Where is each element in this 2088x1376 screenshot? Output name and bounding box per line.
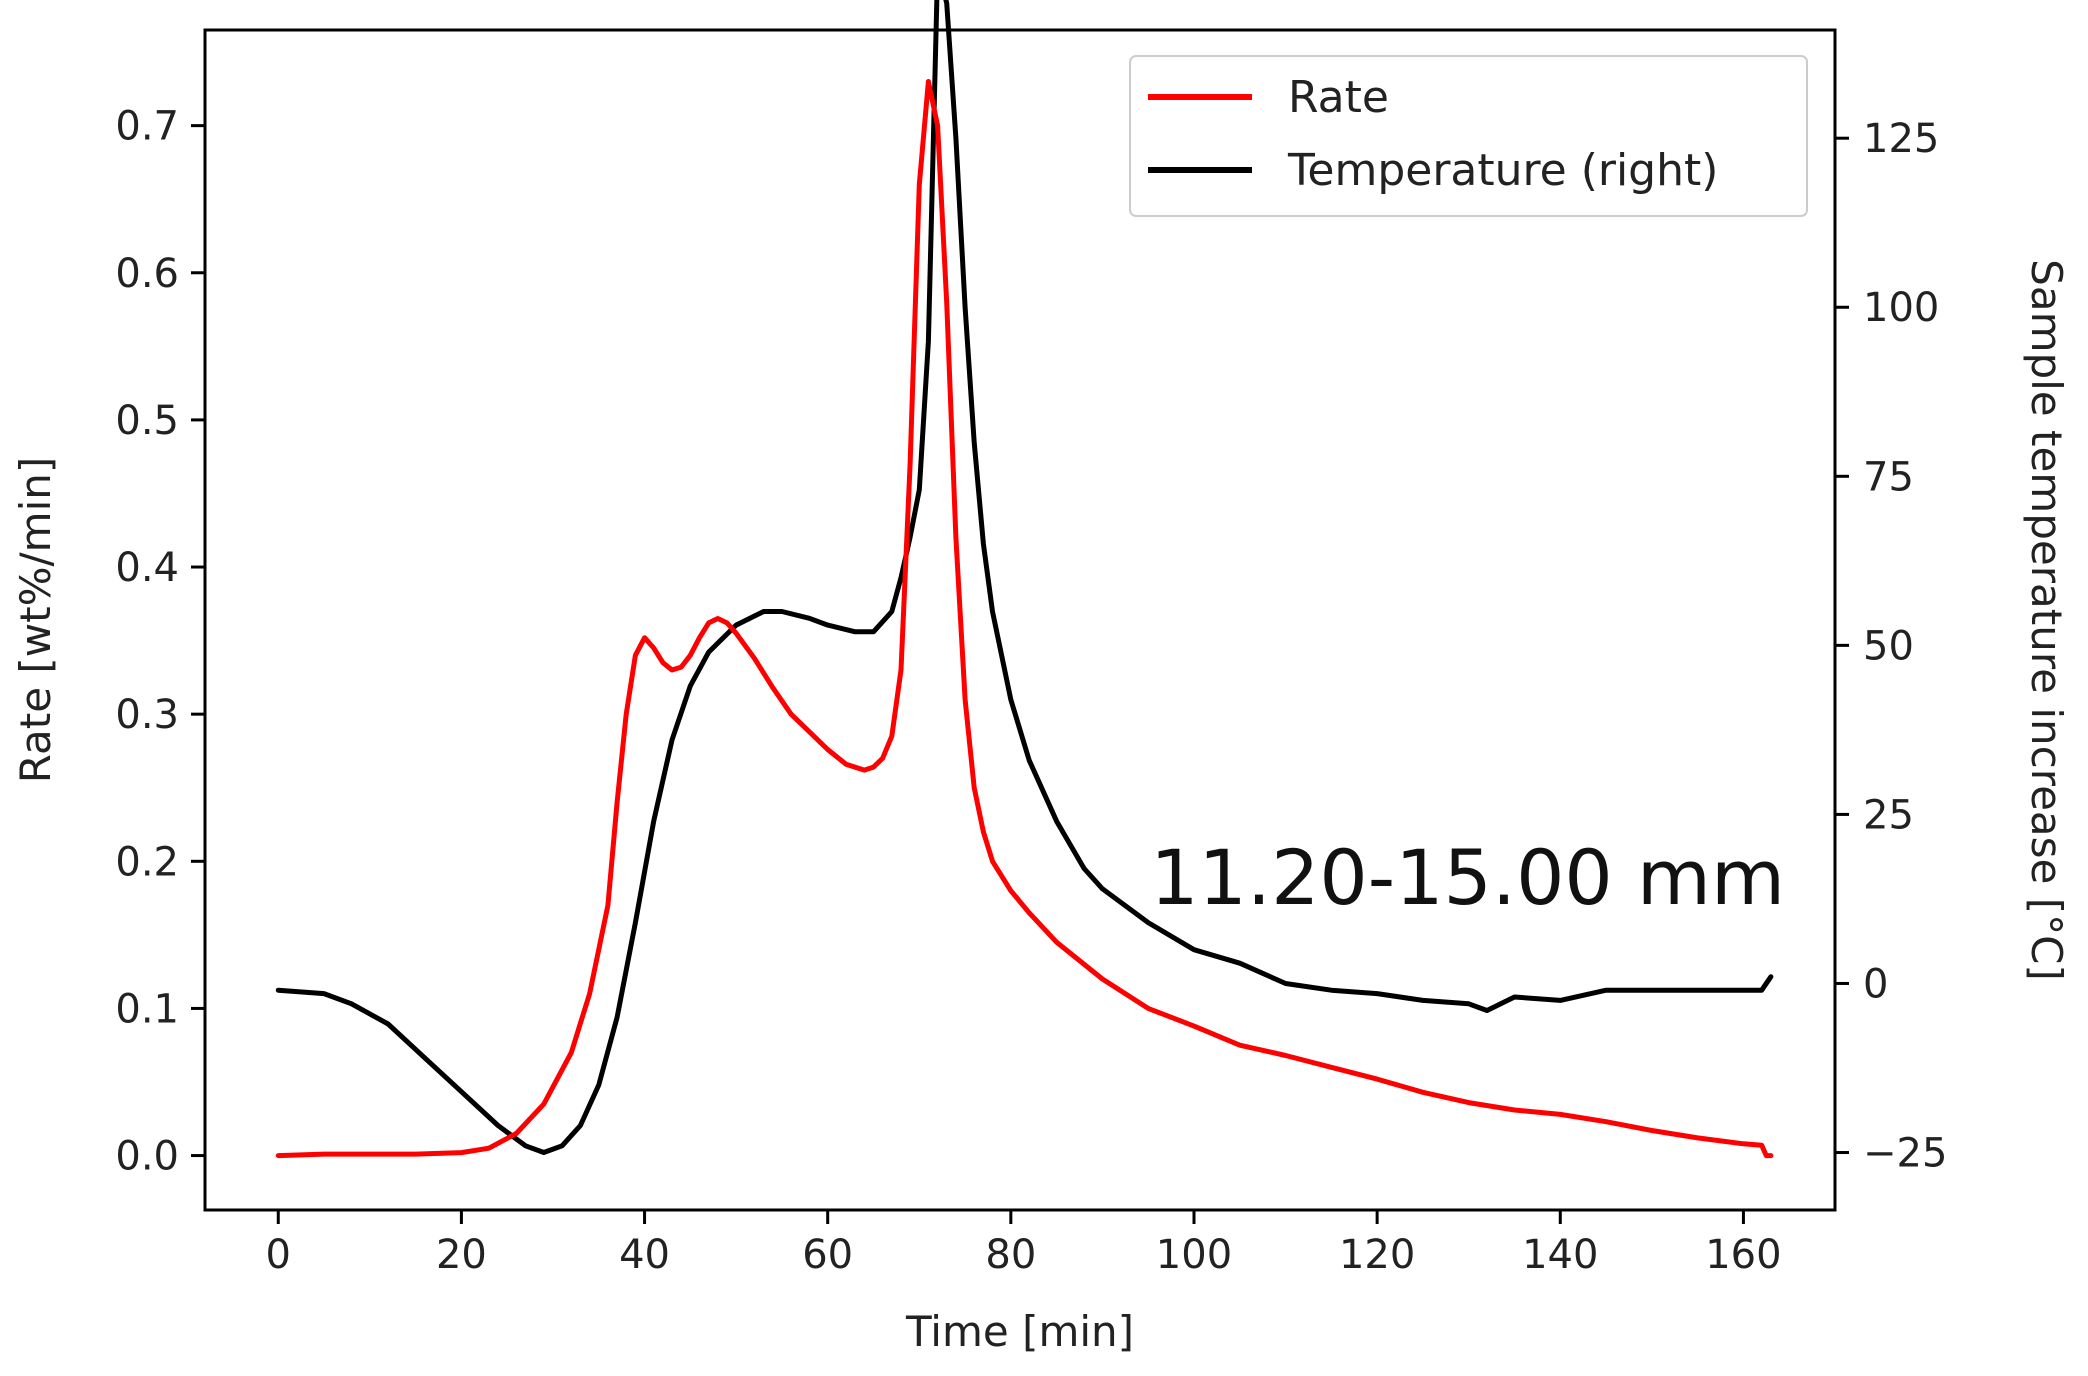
y2-tick-label: −25 [1863, 1131, 1947, 1177]
y2-tick-label: 50 [1863, 623, 1914, 669]
series-line-rate [275, 79, 1774, 1159]
x-tick-label: 140 [1522, 1232, 1598, 1278]
series-line-temperature [275, 0, 1774, 1155]
x-tick-label: 100 [1156, 1232, 1232, 1278]
x-tick-label: 160 [1705, 1232, 1781, 1278]
x-tick-label: 60 [802, 1232, 853, 1278]
y-tick-label: 0.0 [115, 1134, 179, 1180]
x-tick-label: 80 [985, 1232, 1036, 1278]
x-axis-title: Time [min] [905, 1307, 1134, 1356]
series-layer [275, 0, 1774, 1159]
y-tick-label: 0.6 [115, 251, 179, 297]
legend-label-temperature: Temperature (right) [1287, 145, 1718, 196]
x-tick-label: 0 [266, 1232, 291, 1278]
y2-tick-label: 75 [1863, 454, 1914, 500]
x-tick-label: 120 [1339, 1232, 1415, 1278]
annotation-label: 11.20-15.00 mm [1150, 833, 1785, 922]
y-tick-label: 0.1 [115, 986, 179, 1032]
y-tick-label: 0.2 [115, 839, 179, 885]
x-tick-label: 40 [619, 1232, 670, 1278]
legend-label-rate: Rate [1288, 72, 1389, 123]
y2-axis-title: Sample temperature increase [°C] [2022, 259, 2071, 981]
y-axis-title: Rate [wt%/min] [11, 457, 60, 784]
legend-box [1129, 55, 1808, 217]
y2-tick-label: 25 [1863, 792, 1914, 838]
plot-frame [203, 28, 1837, 1212]
y2-tick-label: 100 [1863, 285, 1939, 331]
legend: Rate Temperature (right) [1129, 55, 1808, 217]
y-tick-label: 0.7 [115, 104, 179, 150]
y-tick-label: 0.4 [115, 545, 179, 591]
y-tick-label: 0.3 [115, 692, 179, 738]
y-tick-label: 0.5 [115, 398, 179, 444]
ticks-layer: 0 20 40 60 80 100 120 140 160 0.0 0.1 0.2 0.3 0.4 0.5 0… [115, 104, 1947, 1278]
y2-tick-label: 0 [1863, 961, 1888, 1007]
x-tick-label: 20 [436, 1232, 487, 1278]
y2-tick-label: 125 [1863, 116, 1939, 162]
